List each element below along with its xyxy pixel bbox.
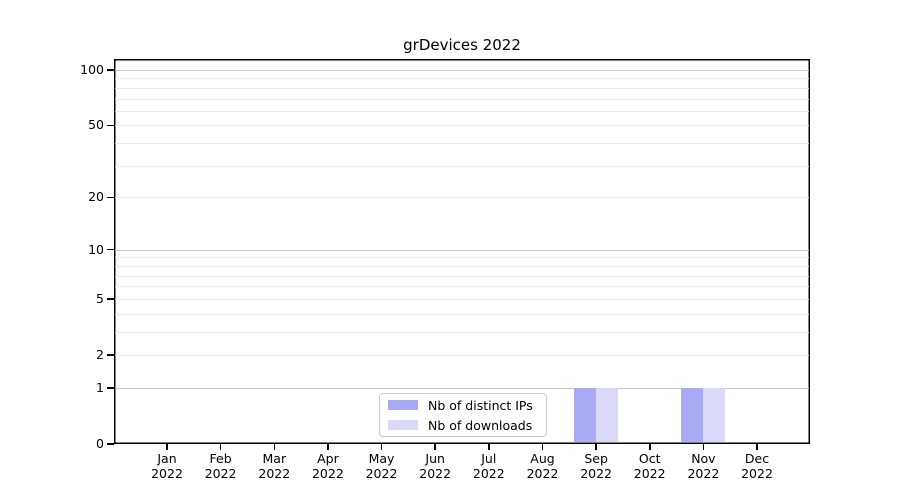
y-tick-label-50: 50 [88, 117, 104, 133]
x-tick-jan [166, 444, 168, 450]
gridline-minor-y5 [115, 298, 809, 300]
y-tick-label-2: 2 [96, 347, 104, 362]
x-tick-month: Jul [481, 451, 497, 466]
gridline-minor-y70 [115, 98, 809, 100]
x-tick-month: Apr [317, 451, 339, 466]
gridline-minor-y40 [115, 143, 809, 145]
x-tick-label-aug: Aug 2022 [511, 451, 575, 481]
y-tick-label-20: 20 [88, 189, 104, 205]
y-tick-20 [107, 196, 114, 198]
x-tick-label-jun: Jun 2022 [403, 451, 467, 481]
x-tick-sep [595, 444, 597, 450]
y-tick-label-10: 10 [88, 241, 104, 257]
x-tick-month: Jan [157, 451, 177, 466]
x-tick-label-feb: Feb 2022 [189, 451, 253, 481]
y-tick-2 [107, 354, 114, 356]
x-tick-year: 2022 [526, 466, 559, 481]
x-tick-year: 2022 [633, 466, 666, 481]
legend-swatch-distinct-ips [388, 400, 418, 410]
gridline-minor-y7 [115, 275, 809, 277]
y-tick-label-1: 1 [96, 379, 104, 395]
gridline-minor-y8 [115, 265, 809, 267]
y-tick-label-100: 100 [80, 62, 104, 77]
x-tick-label-may: May 2022 [350, 451, 414, 481]
x-tick-month: Sep [584, 451, 608, 466]
x-tick-feb [219, 444, 222, 450]
x-tick-month: May [368, 451, 395, 466]
y-tick-10 [107, 248, 114, 251]
x-tick-label-oct: Oct 2022 [618, 451, 682, 481]
x-tick-month: Aug [530, 451, 555, 466]
x-tick-year: 2022 [687, 466, 720, 481]
y-tick-0 [107, 443, 114, 445]
x-tick-year: 2022 [151, 466, 183, 481]
gridline-minor-y50 [115, 125, 809, 127]
x-tick-year: 2022 [741, 466, 773, 481]
gridline-minor-y6 [115, 286, 809, 288]
x-tick-year: 2022 [258, 466, 291, 481]
gridline-minor-y90 [115, 78, 809, 80]
legend-label-downloads: Nb of downloads [428, 417, 533, 433]
bar-sep-series0 [574, 387, 597, 443]
x-tick-jul [488, 444, 490, 450]
bar-nov-series1 [703, 387, 726, 443]
gridline-minor-y30 [115, 165, 809, 167]
gridline-major-y1 [115, 387, 809, 389]
x-tick-year: 2022 [419, 466, 452, 481]
y-tick-label-0: 0 [96, 436, 104, 451]
x-tick-year: 2022 [204, 466, 237, 481]
y-tick-label-5: 5 [96, 290, 104, 306]
x-tick-year: 2022 [311, 466, 344, 481]
x-tick-label-sep: Sep 2022 [564, 451, 628, 481]
x-tick-label-jul: Jul 2022 [457, 451, 521, 481]
legend: Nb of distinct IPs Nb of downloads [379, 393, 547, 437]
legend-item-downloads: Nb of downloads [388, 418, 538, 433]
y-tick-100 [107, 69, 114, 71]
bar-nov-series0 [681, 387, 704, 443]
legend-item-distinct-ips: Nb of distinct IPs [388, 398, 538, 413]
gridline-minor-y20 [115, 197, 809, 199]
x-tick-mar [273, 444, 275, 450]
y-tick-1 [107, 387, 114, 389]
x-tick-apr [327, 444, 329, 450]
x-tick-month: Dec [744, 451, 770, 466]
x-tick-label-dec: Dec 2022 [725, 451, 789, 481]
x-tick-month: Nov [691, 451, 716, 466]
x-tick-nov [702, 444, 705, 450]
gridline-minor-y9 [115, 257, 809, 259]
y-tick-50 [107, 124, 114, 127]
gridline-minor-y3 [115, 331, 809, 333]
x-tick-label-jan: Jan 2022 [135, 451, 199, 481]
chart-title: grDevices 2022 [403, 36, 521, 54]
x-tick-year: 2022 [472, 466, 505, 481]
x-tick-year: 2022 [580, 466, 612, 481]
gridline-minor-y80 [115, 87, 809, 89]
gridline-minor-y4 [115, 313, 809, 315]
x-tick-year: 2022 [365, 466, 398, 481]
x-tick-month: Jun [425, 451, 445, 466]
x-tick-dec [756, 444, 758, 450]
bar-sep-series1 [596, 387, 619, 443]
gridline-minor-y2 [115, 355, 809, 356]
legend-label-distinct-ips: Nb of distinct IPs [428, 397, 533, 413]
plot-area: Nb of distinct IPs Nb of downloads [114, 59, 810, 444]
x-tick-month: Mar [262, 451, 287, 466]
gridline-major-y10 [115, 249, 809, 251]
x-tick-jun [434, 444, 436, 450]
gridline-major-y100 [115, 70, 809, 71]
x-tick-aug [541, 444, 544, 450]
x-tick-month: Oct [638, 451, 661, 466]
gridline-minor-y60 [115, 110, 809, 112]
y-tick-5 [107, 298, 114, 300]
x-tick-label-apr: Apr 2022 [296, 451, 360, 481]
x-tick-label-mar: Mar 2022 [242, 451, 306, 481]
legend-swatch-downloads [388, 420, 418, 430]
x-tick-month: Feb [209, 451, 232, 466]
x-tick-label-nov: Nov 2022 [671, 451, 735, 481]
x-tick-oct [649, 444, 651, 450]
x-tick-may [380, 444, 383, 450]
